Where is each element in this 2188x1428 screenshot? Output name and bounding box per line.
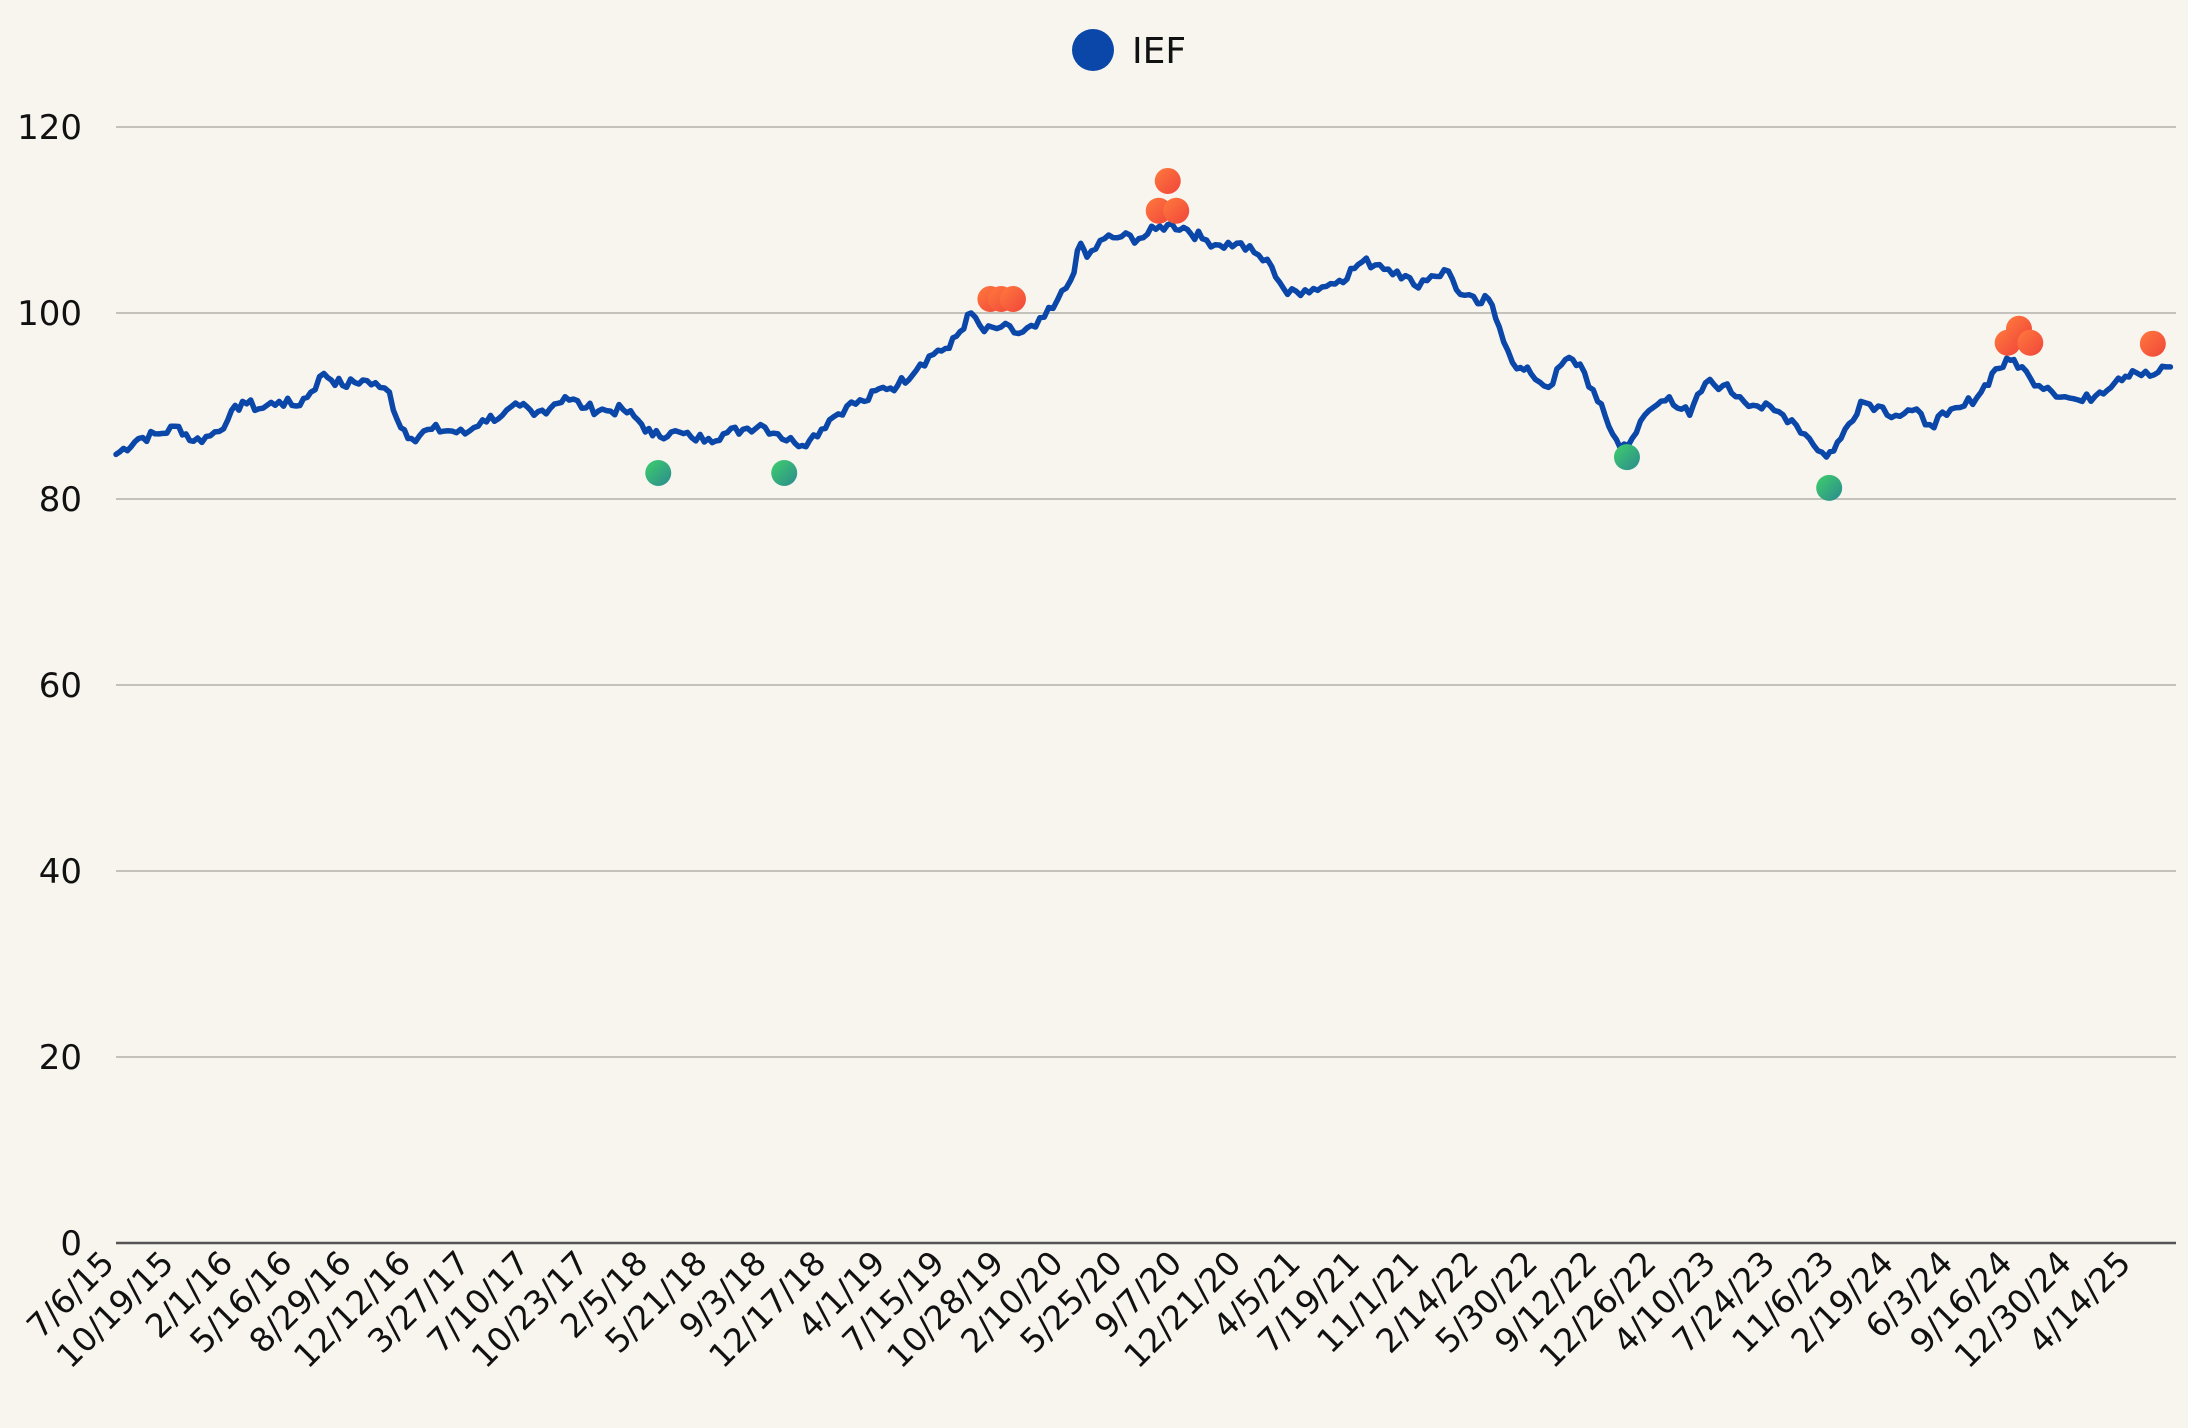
y-tick-label-20: 20 xyxy=(39,1038,82,1078)
high-marker xyxy=(1163,197,1190,224)
y-tick-label-100: 100 xyxy=(17,294,82,334)
high-marker xyxy=(2139,330,2166,357)
y-tick-label-40: 40 xyxy=(39,852,82,892)
y-tick-label-60: 60 xyxy=(39,666,82,706)
high-marker xyxy=(2017,329,2044,356)
y-tick-label-120: 120 xyxy=(17,108,82,148)
low-marker xyxy=(1816,474,1843,501)
legend: IEF xyxy=(1072,29,1186,72)
y-axis-tick-labels: 0 20 40 60 80 100 120 xyxy=(17,108,82,1264)
low-marker xyxy=(771,459,798,486)
legend-label-ief: IEF xyxy=(1132,31,1186,72)
y-tick-label-80: 80 xyxy=(39,480,82,520)
gridlines xyxy=(116,126,2176,1245)
high-marker xyxy=(1154,167,1181,194)
low-marker xyxy=(1613,444,1640,471)
legend-swatch-ief xyxy=(1072,29,1114,71)
series-layer xyxy=(113,220,2174,460)
marker-layer xyxy=(645,167,2166,501)
high-marker xyxy=(999,286,1026,313)
series-line-ief xyxy=(113,220,2174,460)
low-marker xyxy=(645,459,672,486)
y-tick-label-0: 0 xyxy=(60,1224,82,1264)
x-axis-tick-labels: 7/6/1510/19/152/1/165/16/168/29/1612/12/… xyxy=(19,1243,2138,1375)
